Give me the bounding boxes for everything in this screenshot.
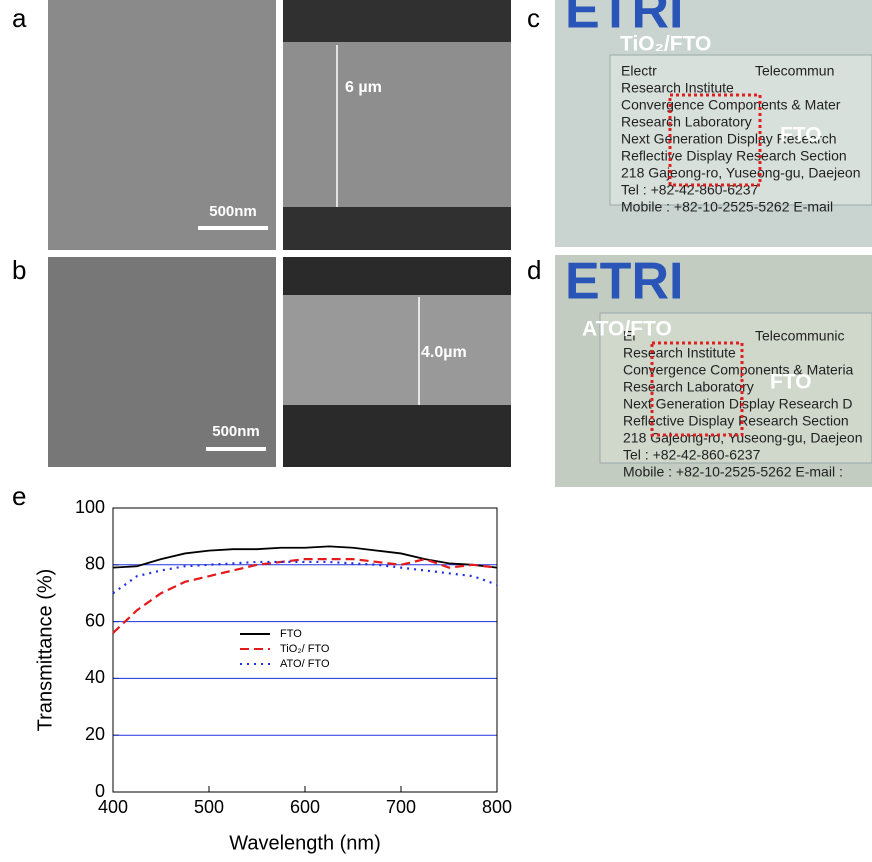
logo: ETRI: [565, 0, 683, 40]
card-line: Reflective Display Research Section: [623, 413, 849, 429]
y-tick-label: 60: [85, 610, 105, 630]
x-tick-label: 400: [98, 797, 128, 817]
x-tick-label: 800: [482, 797, 512, 817]
panel-label: c: [527, 3, 540, 33]
photo: ETRI Electr Telecommun Research InstituteC…: [555, 0, 872, 247]
card-text: Electr Telecommun Research InstituteConver…: [621, 63, 860, 215]
series-line: [112, 560, 498, 595]
logo: ETRI: [565, 253, 683, 311]
legend-label: TiO₂/ FTO: [280, 643, 330, 655]
card-line: Mobile : +82-10-2525-5262 E-mail: [621, 199, 833, 215]
card-line: Next Generation Display Research D: [623, 396, 853, 412]
panel-label: e: [12, 481, 26, 511]
card-line: Reflective Display Research Section: [621, 148, 847, 164]
card-line: Next Generation Display Research: [621, 131, 837, 147]
film-label: TiO₂/FTO: [620, 33, 711, 56]
sem-top-view: [48, 257, 276, 467]
x-tick-label: 700: [386, 797, 416, 817]
legend-label: ATO/ FTO: [280, 658, 330, 670]
chart: Wavelength (nm) Transmittance (%) 0 20 40 6…: [34, 497, 512, 855]
y-tick-label: 40: [85, 667, 105, 687]
thickness-label: 4.0µm: [421, 344, 467, 361]
thickness-label: 6 µm: [345, 79, 382, 96]
film-region: [668, 93, 762, 187]
card-line: El: [623, 328, 635, 344]
card-line: Telecommun: [755, 63, 834, 79]
y-tick-label: 100: [75, 497, 105, 517]
x-tick-label: 600: [290, 797, 320, 817]
film-layer: [283, 42, 511, 207]
glass: [599, 312, 872, 464]
card-line: 218 Gajeong-ro, Yuseong-gu, Daejeon: [623, 430, 862, 446]
x-tick-label: 500: [194, 797, 224, 817]
card-line: Tel : +82-42-860-6237: [623, 447, 761, 463]
card-line: Mobile : +82-10-2525-5262 E-mail :: [623, 464, 843, 480]
scale-bar-label: 500nm: [209, 203, 257, 220]
card-line: Telecommunic: [755, 328, 844, 344]
y-tick-label: 0: [95, 781, 105, 801]
series-line: [112, 545, 498, 569]
y-tick-label: 80: [85, 554, 105, 574]
card-line: Research Laboratory: [623, 379, 754, 395]
film-layer: [283, 295, 511, 405]
substrate-label: FTO: [780, 124, 822, 147]
y-tick-label: 20: [85, 724, 105, 744]
card-line: Electr: [621, 63, 657, 79]
y-axis-title: Transmittance (%): [34, 569, 56, 732]
panel-label: a: [12, 3, 27, 33]
x-axis-title: Wavelength (nm): [229, 832, 381, 854]
card-line: Research Institute: [621, 80, 734, 96]
panel-label: d: [527, 255, 541, 285]
series-line: [112, 557, 498, 634]
card-line: Convergence Components & Materia: [623, 362, 854, 378]
photo: ETRI El Telecommunic Research InstituteCon…: [555, 253, 872, 487]
legend-label: FTO: [280, 628, 302, 640]
card-line: Research Institute: [623, 345, 736, 361]
film-label: ATO/FTO: [582, 318, 672, 341]
scale-bar-label: 500nm: [212, 423, 260, 440]
film-region: [650, 341, 744, 437]
card-line: Convergence Components & Mater: [621, 97, 841, 113]
plot-frame: [112, 507, 498, 793]
sem-top-view: [48, 0, 276, 250]
card-line: 218 Gajeong-ro, Yuseong-gu, Daejeon: [621, 165, 860, 181]
glass: [609, 54, 872, 206]
card-line: Tel : +82-42-860-6237: [621, 182, 759, 198]
card-line: Research Laboratory: [621, 114, 752, 130]
substrate-label: FTO: [770, 371, 812, 394]
panel-label: b: [12, 255, 26, 285]
